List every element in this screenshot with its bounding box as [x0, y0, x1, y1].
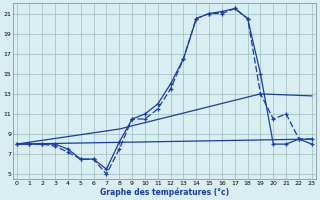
X-axis label: Graphe des températures (°c): Graphe des températures (°c)	[100, 187, 229, 197]
